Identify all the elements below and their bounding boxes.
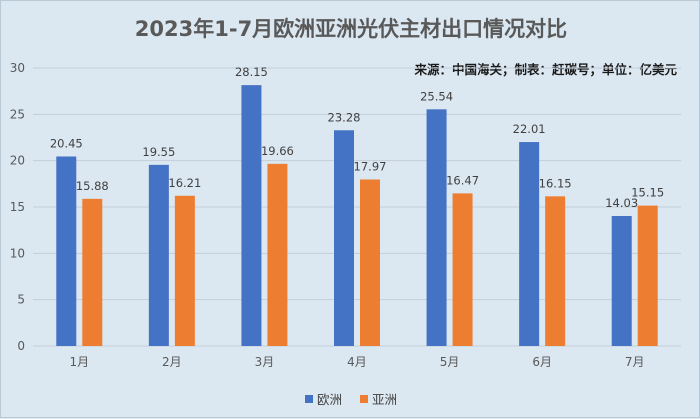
bar-asia [82, 198, 103, 346]
bar-asia [360, 179, 380, 346]
bar-europe [148, 164, 169, 346]
data-label: 15.88 [76, 179, 109, 193]
bar-europe [519, 142, 540, 346]
data-label: 25.54 [420, 89, 453, 103]
x-tick-label: 4月 [347, 355, 367, 369]
x-tick-label: 3月 [255, 355, 275, 369]
bar-europe [426, 109, 447, 346]
y-tick-label: 25 [10, 107, 25, 121]
legend: 欧洲 亚洲 [1, 389, 700, 408]
y-tick-label: 5 [17, 293, 25, 307]
y-tick-label: 0 [17, 339, 25, 353]
x-tick-label: 5月 [440, 355, 460, 369]
y-tick-label: 15 [10, 200, 25, 214]
y-tick-label: 10 [10, 246, 25, 260]
legend-item-europe[interactable]: 欧洲 [304, 389, 342, 408]
data-label: 22.01 [513, 122, 546, 136]
y-tick-label: 30 [10, 61, 25, 75]
x-tick-label: 2月 [162, 355, 182, 369]
data-label: 19.66 [261, 144, 294, 158]
data-label: 23.28 [328, 110, 361, 124]
bar-europe [334, 130, 354, 346]
legend-item-asia[interactable]: 亚洲 [360, 389, 397, 408]
x-tick-label: 1月 [69, 355, 89, 369]
bar-europe [241, 85, 262, 346]
data-label: 16.21 [168, 176, 201, 190]
legend-label-europe: 欧洲 [316, 392, 342, 407]
x-tick-label: 7月 [625, 355, 645, 369]
bar-asia [545, 196, 566, 346]
y-tick-label: 20 [10, 154, 25, 168]
legend-label-asia: 亚洲 [372, 392, 398, 407]
bar-asia [637, 205, 658, 346]
x-tick-label: 6月 [532, 355, 552, 369]
data-label: 20.45 [50, 136, 83, 150]
bar-asia [452, 193, 473, 346]
bar-europe [56, 156, 77, 346]
legend-swatch-asia [360, 394, 368, 403]
bar-europe [611, 215, 632, 346]
data-label: 19.55 [142, 145, 175, 159]
bar-asia [174, 195, 195, 346]
source-note: 来源：中国海关；制表：赶碳号；单位：亿美元 [414, 62, 677, 77]
data-label: 15.15 [631, 186, 664, 200]
data-label: 28.15 [235, 65, 268, 79]
legend-swatch-europe [304, 394, 313, 403]
chart-title: 2023年1-7月欧洲亚洲光伏主材出口情况对比 [134, 17, 568, 41]
data-label: 16.15 [539, 176, 572, 190]
bar-asia [267, 163, 288, 346]
data-label: 14.03 [605, 196, 638, 210]
data-label: 16.47 [446, 173, 479, 187]
data-label: 17.97 [354, 159, 387, 173]
